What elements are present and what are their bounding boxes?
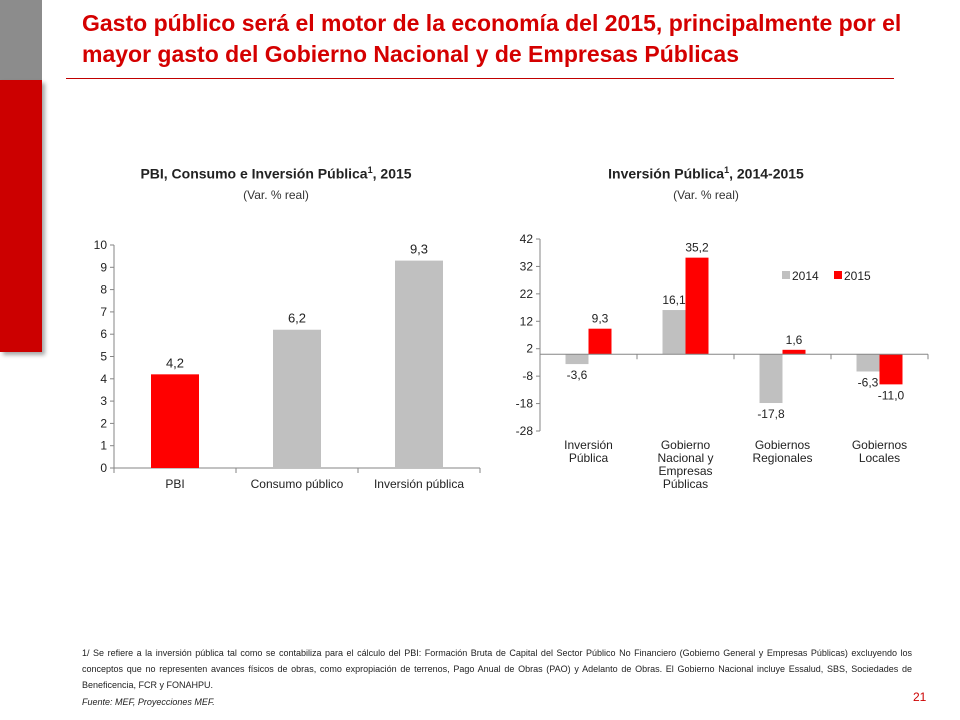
chart2-svg: -28-18-8212223242-3,69,3InversiónPública… [516,232,929,491]
y-tick-label: 2 [100,416,107,430]
source-note: Fuente: MEF, Proyecciones MEF. [82,697,215,707]
bar [685,257,709,355]
data-label: 4,2 [166,355,184,370]
x-category-label: Regionales [752,451,812,465]
bar [273,329,321,468]
x-category-label: Gobiernos [852,438,907,452]
x-category-label: Nacional y [657,451,713,465]
chart1-title-text: PBI, Consumo e Inversión Pública [140,165,368,182]
y-tick-label: 0 [100,461,107,475]
y-tick-label: 7 [100,305,107,319]
y-tick-label: -8 [522,369,533,383]
bar [782,349,806,355]
y-tick-label: -18 [516,397,534,411]
bar [395,260,443,468]
left-grey-accent-bar [0,0,42,80]
chart1-subtitle: (Var. % real) [243,188,309,202]
chart1-title: PBI, Consumo e Inversión Pública1, 2015 [90,165,462,182]
bar [151,374,199,468]
data-label: -3,6 [567,368,588,382]
bar [662,310,686,355]
x-category-label: Pública [569,451,609,465]
data-label: 1,6 [786,333,803,347]
bar [588,328,612,355]
legend-label: 2014 [792,269,819,283]
x-category-label: Empresas [658,464,712,478]
chart2-title-suffix: , 2014-2015 [729,165,804,182]
data-label: 16,1 [662,293,686,307]
data-label: -17,8 [757,407,785,421]
bar [856,354,880,372]
y-tick-label: 42 [520,232,534,246]
data-label: 35,2 [685,241,709,255]
x-category-label: Públicas [663,477,708,491]
y-tick-label: 6 [100,327,107,341]
chart2-title-text: Inversión Pública [608,165,725,182]
chart1-title-suffix: , 2015 [372,165,412,182]
left-red-accent-bar [0,80,42,352]
y-tick-label: -28 [516,424,534,438]
footnote: 1/ Se refiere a la inversión pública tal… [82,648,912,690]
chart2-subtitle: (Var. % real) [673,188,739,202]
bar [759,354,783,404]
data-label: 9,3 [410,242,428,257]
data-label: 9,3 [592,312,609,326]
y-tick-label: 8 [100,283,107,297]
x-category-label: Gobiernos [755,438,810,452]
slide-title: Gasto público será el motor de la econom… [82,10,902,67]
page-number: 21 [913,690,927,704]
x-category-label: Inversión pública [374,477,464,491]
data-label: -11,0 [878,388,905,402]
legend-label: 2015 [844,269,871,283]
y-tick-label: 9 [100,260,107,274]
legend-swatch [782,271,790,279]
legend-swatch [834,271,842,279]
y-tick-label: 10 [94,238,108,252]
chart2-title: Inversión Pública1, 2014-2015 [520,165,892,182]
y-tick-label: 3 [100,394,107,408]
x-category-label: Inversión [564,438,613,452]
bar [879,354,903,385]
y-tick-label: 2 [526,342,533,356]
title-divider [66,78,894,79]
y-tick-label: 12 [520,314,534,328]
y-tick-label: 22 [520,287,534,301]
y-tick-label: 32 [520,259,534,273]
data-label: -6,3 [858,375,879,389]
y-tick-label: 4 [100,372,107,386]
chart2-title-sup: 1 [724,165,730,175]
y-tick-label: 1 [100,439,107,453]
data-label: 6,2 [288,311,306,326]
y-tick-label: 5 [100,350,107,364]
bar [565,354,589,365]
x-category-label: Gobierno [661,438,711,452]
x-category-label: Consumo público [251,477,344,491]
x-category-label: PBI [165,477,184,491]
chart1-svg: 0 1 2 3 4 5 6 7 8 9 10 4,2 PBI 6,2 Consumo público 9,3 I… [94,238,481,491]
x-category-label: Locales [859,451,900,465]
chart1-title-sup: 1 [367,165,373,175]
